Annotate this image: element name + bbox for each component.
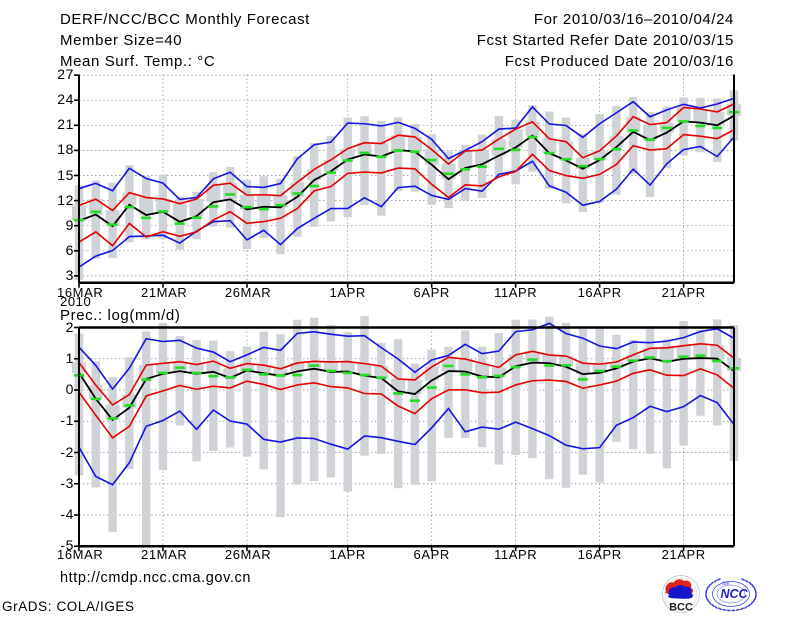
svg-text:国家: 国家 xyxy=(722,581,730,586)
svg-text:BCC: BCC xyxy=(669,602,693,614)
svg-text:NCC: NCC xyxy=(720,587,748,601)
